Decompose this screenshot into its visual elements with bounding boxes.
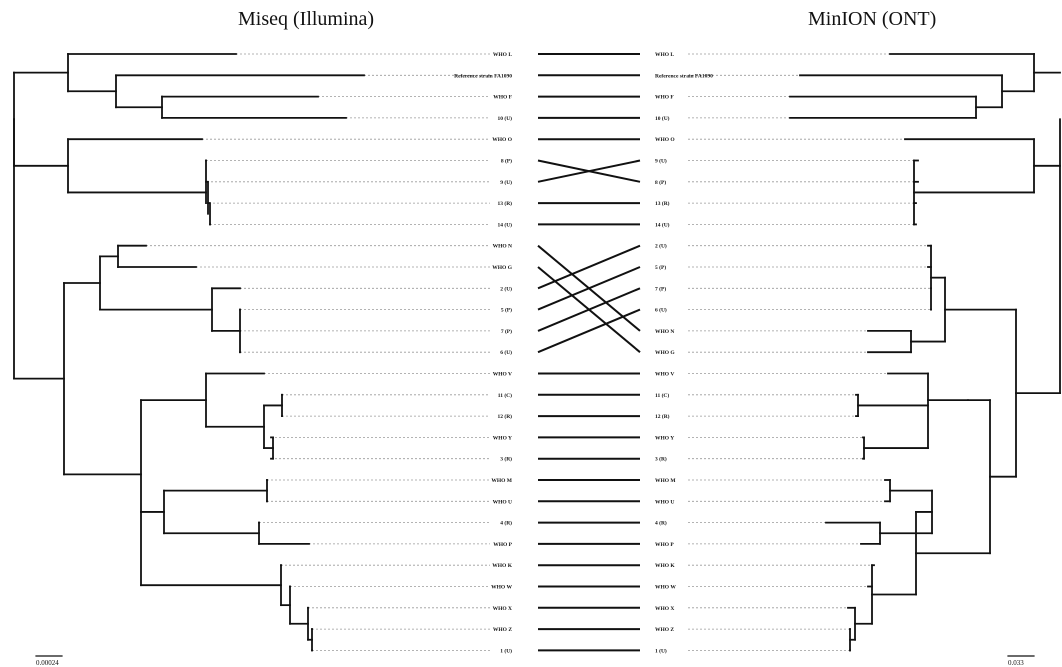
right-taxon-label: WHO M — [655, 478, 676, 484]
right-taxon-label: WHO V — [655, 372, 674, 378]
right-taxon-label: 1 (U) — [655, 647, 667, 654]
left-taxon-label: WHO K — [492, 563, 512, 569]
taxon-connector — [537, 287, 641, 332]
left-taxon-label: 14 (U) — [497, 221, 512, 228]
left-tree-title: Miseq (Illumina) — [238, 8, 375, 30]
right-taxon-label: 11 (C) — [655, 392, 669, 399]
right-taxon-label: WHO G — [655, 350, 675, 356]
left-taxon-label: 9 (U) — [500, 179, 512, 186]
left-taxon-label: 12 (R) — [497, 413, 512, 420]
left-taxon-label: WHO O — [492, 137, 512, 143]
left-taxon-label: 4 (R) — [500, 520, 512, 527]
left-taxon-label: WHO W — [491, 585, 512, 591]
taxon-connector — [537, 159, 641, 183]
right-taxon-label: WHO Z — [655, 627, 674, 633]
right-taxon-label: 9 (U) — [655, 158, 667, 165]
right-taxon-label: 4 (R) — [655, 520, 667, 527]
right-taxon-label: WHO N — [655, 329, 674, 335]
left-taxon-label: WHO V — [493, 372, 512, 378]
right-taxon-label: 12 (R) — [655, 413, 670, 420]
right-taxon-label: 7 (P) — [655, 285, 666, 292]
right-taxon-label: WHO U — [655, 499, 674, 505]
right-taxon-label: WHO O — [655, 137, 675, 143]
right-taxon-label: WHO X — [655, 606, 674, 612]
right-taxon-label: 5 (P) — [655, 264, 666, 271]
right-taxon-label: 13 (R) — [655, 200, 670, 207]
left-taxon-label: 1 (U) — [500, 647, 512, 654]
left-taxon-label: 5 (P) — [501, 307, 512, 314]
right-taxon-label: WHO L — [655, 52, 674, 58]
right-taxon-label: WHO K — [655, 563, 675, 569]
left-scale-label: 0.00024 — [36, 659, 59, 667]
left-taxon-label: 8 (P) — [501, 158, 512, 165]
left-taxon-label: 10 (U) — [497, 115, 512, 122]
left-taxon-label: 2 (U) — [500, 285, 512, 292]
right-tree-title: MinION (ONT) — [808, 8, 937, 30]
right-taxon-label: WHO Y — [655, 435, 674, 441]
left-taxon-label: WHO F — [493, 95, 512, 101]
taxon-connector — [537, 266, 641, 311]
left-taxon-label: WHO U — [493, 499, 512, 505]
left-taxon-label: Reference strain FA1090 — [454, 73, 512, 79]
left-taxon-label: WHO P — [493, 542, 512, 548]
left-taxon-label: WHO L — [493, 52, 512, 58]
right-taxon-label: 8 (P) — [655, 179, 666, 186]
right-taxon-label: Reference strain FA1090 — [655, 73, 713, 79]
left-taxon-label: 13 (R) — [497, 200, 512, 207]
right-taxon-label: 6 (U) — [655, 307, 667, 314]
taxon-connector — [537, 308, 641, 354]
left-taxon-label: WHO N — [493, 244, 512, 250]
left-taxon-label: WHO Y — [493, 435, 512, 441]
right-taxon-label: 10 (U) — [655, 115, 670, 122]
right-taxon-label: 14 (U) — [655, 221, 670, 228]
left-taxon-label: 6 (U) — [500, 349, 512, 356]
right-taxon-label: WHO W — [655, 585, 676, 591]
taxon-connector — [537, 244, 641, 290]
right-scale-label: 0.033 — [1008, 659, 1024, 667]
left-taxon-label: WHO M — [491, 478, 512, 484]
right-taxon-label: 2 (U) — [655, 243, 667, 250]
left-taxon-label: 3 (R) — [500, 456, 512, 463]
left-taxon-label: WHO X — [493, 606, 512, 612]
right-taxon-label: 3 (R) — [655, 456, 667, 463]
right-taxon-label: WHO P — [655, 542, 674, 548]
left-taxon-label: 11 (C) — [498, 392, 512, 399]
left-taxon-label: WHO Z — [493, 627, 512, 633]
right-taxon-label: WHO F — [655, 95, 674, 101]
left-taxon-label: 7 (P) — [501, 328, 512, 335]
left-taxon-label: WHO G — [492, 265, 512, 271]
